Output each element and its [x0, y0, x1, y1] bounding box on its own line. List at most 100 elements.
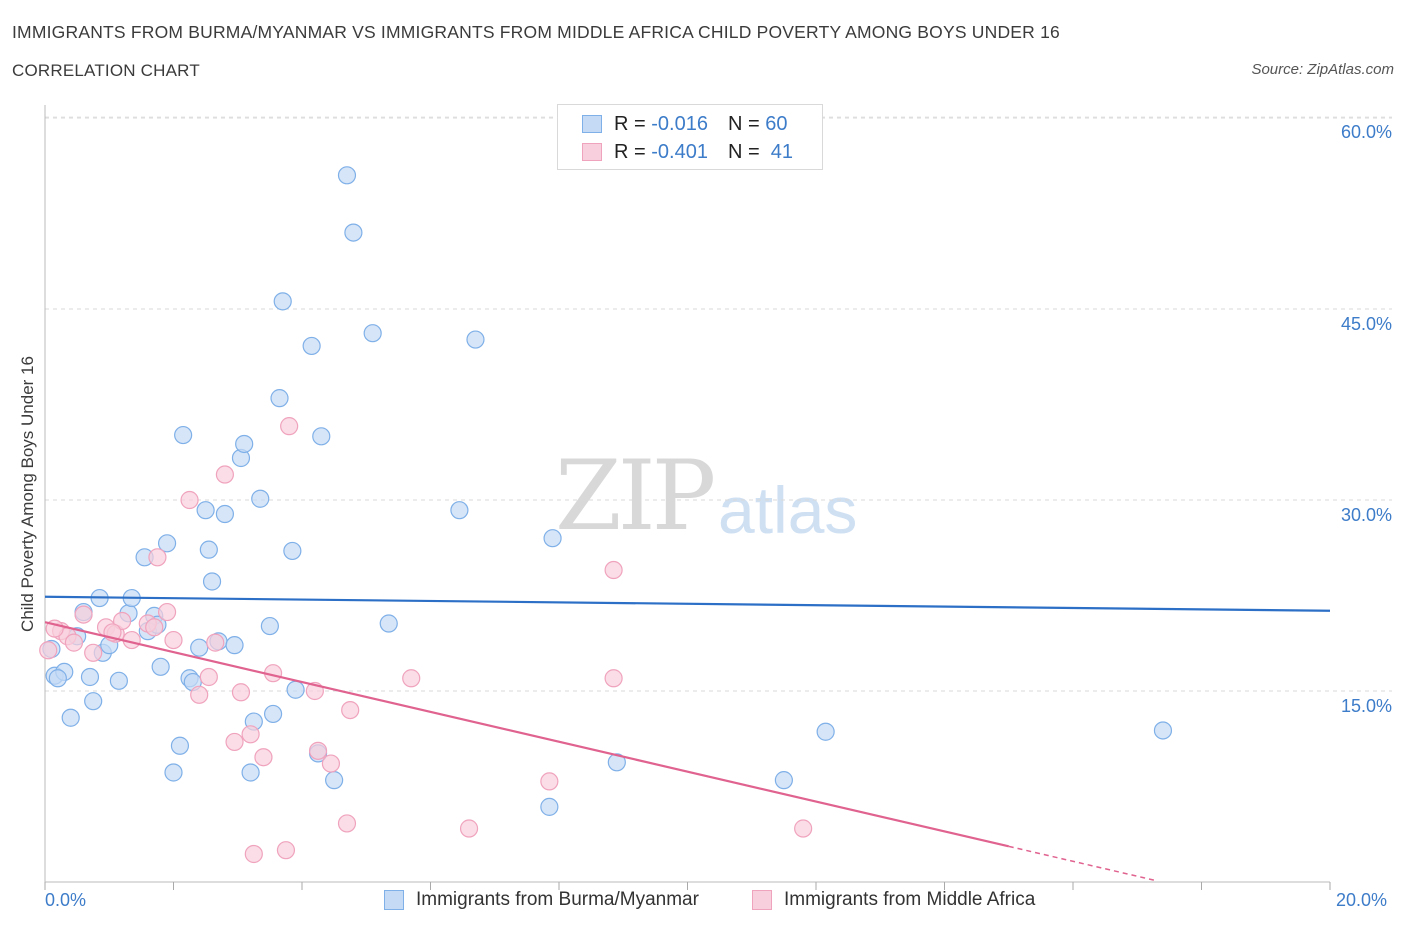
point-middle-africa — [604, 560, 623, 580]
bottom-legend-africa: Immigrants from Middle Africa — [752, 889, 1035, 911]
point-burma — [816, 722, 835, 741]
point-middle-africa — [180, 490, 199, 510]
point-middle-africa — [459, 819, 479, 838]
point-burma — [774, 771, 793, 790]
legend-n-value: 41 — [765, 140, 794, 163]
point-burma — [151, 657, 170, 676]
point-middle-africa — [206, 633, 225, 652]
point-burma — [466, 330, 485, 349]
point-burma — [363, 324, 382, 343]
x-tick-label-max: 20.0% — [1336, 890, 1388, 910]
point-burma — [607, 753, 626, 772]
legend-r-value: -0.401 — [651, 140, 708, 163]
point-burma — [270, 389, 289, 408]
point-burma — [190, 638, 209, 657]
legend-row-africa: R = -0.401 N = 41 — [582, 140, 793, 164]
bottom-legend-label-africa: Immigrants from Middle Africa — [784, 889, 1036, 910]
point-middle-africa — [308, 741, 328, 760]
point-burma — [215, 504, 234, 524]
point-middle-africa — [199, 667, 218, 687]
chart-title: IMMIGRANTS FROM BURMA/MYANMAR VS IMMIGRA… — [12, 22, 1060, 42]
point-burma — [312, 427, 331, 446]
legend-row-burma: R = -0.016 N = 60 — [582, 112, 787, 136]
legend-n-label: N = — [727, 140, 766, 163]
point-burma — [170, 736, 190, 755]
point-burma — [235, 434, 254, 454]
point-burma — [202, 572, 222, 591]
legend-r-value: -0.016 — [651, 112, 708, 135]
point-middle-africa — [157, 602, 177, 622]
y-tick-label-45: 45.0% — [1340, 314, 1392, 334]
point-middle-africa — [794, 819, 813, 838]
point-middle-africa — [231, 683, 251, 702]
bottom-legend-swatch-africa — [752, 890, 772, 910]
point-burma — [273, 292, 292, 311]
legend-r-label: R = — [614, 140, 652, 163]
trendline-burma — [44, 595, 1331, 612]
point-middle-africa — [276, 841, 296, 860]
point-burma — [225, 636, 244, 655]
point-middle-africa — [64, 633, 84, 652]
legend-n-value: 60 — [765, 112, 788, 135]
point-burma — [379, 614, 398, 633]
point-burma — [164, 763, 183, 782]
point-middle-africa — [341, 700, 360, 720]
point-burma — [344, 223, 363, 242]
point-burma — [286, 680, 305, 699]
point-middle-africa — [215, 465, 234, 484]
point-burma — [263, 704, 283, 724]
point-burma — [61, 708, 80, 727]
chart-subtitle: CORRELATION CHART — [12, 61, 200, 80]
point-burma — [337, 166, 357, 185]
y-tick-label-60: 60.0% — [1340, 122, 1392, 142]
point-middle-africa — [148, 548, 167, 567]
point-burma — [450, 501, 469, 520]
point-burma — [157, 534, 177, 553]
point-burma — [325, 771, 344, 790]
bottom-legend-label-burma: Immigrants from Burma/Myanmar — [416, 889, 699, 910]
trendline-middle-africa — [44, 621, 1009, 848]
point-middle-africa — [164, 630, 183, 650]
point-burma — [260, 616, 279, 636]
point-burma — [241, 763, 260, 782]
point-burma — [199, 540, 218, 559]
point-burma — [543, 529, 562, 548]
point-burma — [174, 425, 193, 445]
watermark-atlas: atlas — [718, 473, 858, 547]
point-middle-africa — [241, 725, 260, 744]
point-middle-africa — [225, 732, 244, 752]
point-middle-africa — [84, 643, 103, 662]
point-middle-africa — [280, 417, 299, 436]
point-burma — [302, 336, 321, 356]
point-burma — [80, 667, 100, 687]
point-burma — [283, 541, 302, 561]
point-burma — [196, 501, 215, 520]
y-tick-label-15: 15.0% — [1340, 696, 1392, 716]
point-middle-africa — [337, 814, 357, 833]
correlation-legend: R = -0.016 N = 60 R = -0.401 N = 41 — [557, 104, 823, 170]
point-middle-africa — [254, 748, 273, 767]
x-tick-label-min: 0.0% — [45, 890, 87, 910]
point-middle-africa — [604, 669, 623, 688]
point-burma — [251, 489, 270, 508]
point-middle-africa — [244, 844, 263, 864]
chart-source: Source: ZipAtlas.com — [1251, 61, 1394, 78]
bottom-legend-burma: Immigrants from Burma/Myanmar — [384, 889, 699, 911]
point-middle-africa — [74, 605, 93, 624]
point-middle-africa — [540, 772, 559, 791]
point-burma — [540, 797, 559, 816]
point-burma — [84, 692, 103, 711]
point-middle-africa — [321, 754, 341, 773]
point-burma — [109, 671, 128, 690]
point-middle-africa — [190, 685, 209, 704]
legend-swatch-africa — [582, 143, 602, 161]
point-middle-africa — [145, 618, 164, 637]
trendline-middle-africa-extension — [1008, 845, 1157, 882]
point-burma — [48, 669, 67, 688]
bottom-legend-swatch-burma — [384, 890, 404, 910]
legend-swatch-burma — [582, 115, 602, 133]
point-burma — [1153, 721, 1173, 740]
watermark-zip: ZIP — [555, 440, 716, 552]
legend-r-label: R = — [614, 112, 652, 135]
